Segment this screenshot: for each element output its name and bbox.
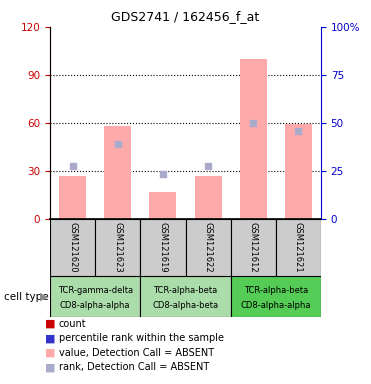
- Bar: [95, 219, 140, 276]
- Text: ▶: ▶: [40, 291, 49, 302]
- Text: cell type: cell type: [4, 291, 48, 302]
- Bar: [140, 219, 186, 276]
- Text: GDS2741 / 162456_f_at: GDS2741 / 162456_f_at: [111, 10, 260, 23]
- Text: ■: ■: [45, 333, 55, 343]
- Bar: [240, 59, 267, 219]
- Bar: [231, 219, 276, 276]
- Bar: [50, 276, 140, 317]
- Bar: [104, 126, 131, 219]
- Text: GSM121623: GSM121623: [113, 222, 122, 273]
- Text: ■: ■: [45, 319, 55, 329]
- Text: GSM121621: GSM121621: [294, 222, 303, 273]
- Text: GSM121612: GSM121612: [249, 222, 258, 273]
- Text: value, Detection Call = ABSENT: value, Detection Call = ABSENT: [59, 348, 214, 358]
- Bar: [140, 276, 231, 317]
- Text: ■: ■: [45, 348, 55, 358]
- Point: [250, 120, 256, 126]
- Text: TCR-alpha-beta: TCR-alpha-beta: [153, 286, 218, 295]
- Bar: [59, 176, 86, 219]
- Text: CD8-alpha-alpha: CD8-alpha-alpha: [240, 301, 311, 310]
- Bar: [194, 176, 221, 219]
- Text: rank, Detection Call = ABSENT: rank, Detection Call = ABSENT: [59, 362, 209, 372]
- Bar: [150, 192, 177, 219]
- Point: [295, 128, 301, 134]
- Text: GSM121620: GSM121620: [68, 222, 77, 273]
- Text: TCR-alpha-beta: TCR-alpha-beta: [244, 286, 308, 295]
- Bar: [285, 124, 312, 219]
- Text: TCR-gamma-delta: TCR-gamma-delta: [58, 286, 133, 295]
- Text: ■: ■: [45, 362, 55, 372]
- Bar: [231, 276, 321, 317]
- Text: percentile rank within the sample: percentile rank within the sample: [59, 333, 224, 343]
- Text: count: count: [59, 319, 86, 329]
- Text: GSM121619: GSM121619: [158, 222, 167, 273]
- Bar: [186, 219, 231, 276]
- Point: [70, 163, 76, 169]
- Point: [115, 141, 121, 147]
- Bar: [50, 219, 95, 276]
- Text: CD8-alpha-beta: CD8-alpha-beta: [152, 301, 219, 310]
- Point: [160, 171, 166, 177]
- Text: GSM121622: GSM121622: [204, 222, 213, 273]
- Bar: [276, 219, 321, 276]
- Point: [205, 163, 211, 169]
- Text: CD8-alpha-alpha: CD8-alpha-alpha: [60, 301, 131, 310]
